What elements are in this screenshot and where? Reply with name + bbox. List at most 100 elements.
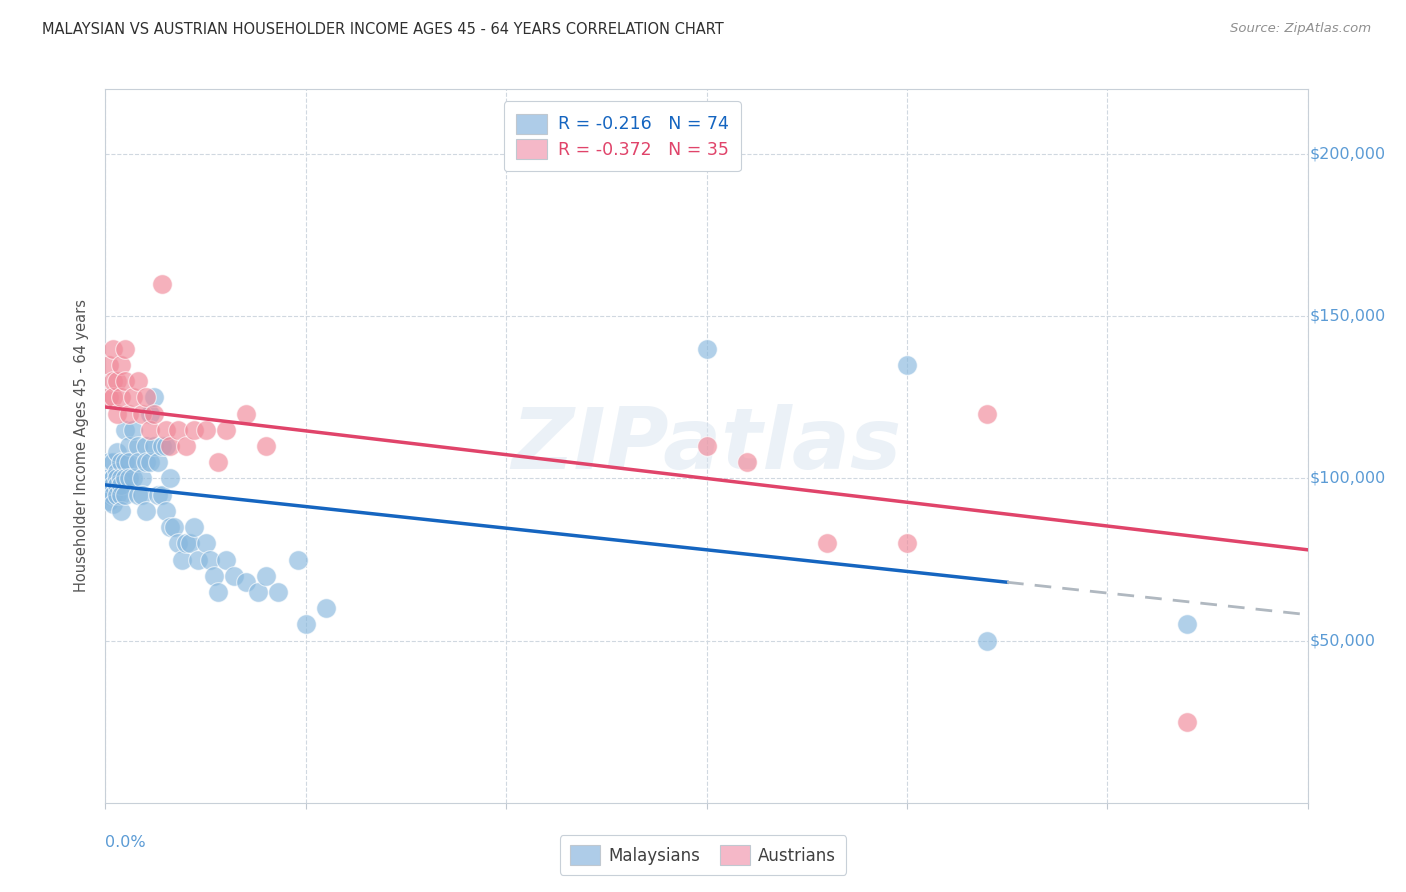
Point: [114, 423, 136, 437]
Y-axis label: Householder Income Ages 45 - 64 years: Householder Income Ages 45 - 64 years: [75, 300, 90, 592]
Point: [118, 407, 141, 421]
Point: [122, 390, 145, 404]
Point: [146, 488, 169, 502]
Point: [103, 455, 125, 469]
Point: [166, 423, 188, 437]
Point: [118, 471, 141, 485]
Point: [194, 536, 217, 550]
Point: [107, 488, 129, 502]
Point: [235, 575, 257, 590]
Point: [142, 439, 165, 453]
Point: [127, 374, 149, 388]
Point: [214, 423, 236, 437]
Text: $50,000: $50,000: [1310, 633, 1376, 648]
Point: [114, 455, 136, 469]
Point: [159, 439, 181, 453]
Point: [110, 488, 132, 502]
Point: [114, 374, 136, 388]
Point: [267, 585, 290, 599]
Point: [107, 478, 129, 492]
Point: [179, 536, 201, 550]
Point: [127, 488, 149, 502]
Point: [98, 488, 121, 502]
Point: [198, 552, 221, 566]
Point: [222, 568, 245, 582]
Point: [150, 439, 173, 453]
Point: [155, 439, 177, 453]
Point: [159, 471, 181, 485]
Point: [103, 471, 125, 485]
Point: [976, 633, 998, 648]
Point: [131, 407, 153, 421]
Point: [696, 342, 718, 356]
Point: [135, 439, 157, 453]
Point: [214, 552, 236, 566]
Point: [1177, 714, 1199, 729]
Point: [155, 423, 177, 437]
Point: [202, 568, 225, 582]
Point: [254, 568, 277, 582]
Text: $150,000: $150,000: [1310, 309, 1386, 324]
Point: [114, 488, 136, 502]
Point: [315, 601, 337, 615]
Point: [114, 471, 136, 485]
Point: [131, 471, 153, 485]
Point: [110, 471, 132, 485]
Point: [159, 520, 181, 534]
Point: [98, 390, 121, 404]
Point: [110, 455, 132, 469]
Text: MALAYSIAN VS AUSTRIAN HOUSEHOLDER INCOME AGES 45 - 64 YEARS CORRELATION CHART: MALAYSIAN VS AUSTRIAN HOUSEHOLDER INCOME…: [42, 22, 724, 37]
Point: [235, 407, 257, 421]
Point: [976, 407, 998, 421]
Point: [118, 455, 141, 469]
Point: [110, 504, 132, 518]
Point: [815, 536, 838, 550]
Point: [142, 390, 165, 404]
Point: [103, 471, 125, 485]
Point: [146, 455, 169, 469]
Point: [138, 407, 160, 421]
Point: [207, 585, 229, 599]
Point: [110, 358, 132, 372]
Point: [107, 465, 129, 479]
Point: [110, 478, 132, 492]
Point: [107, 445, 129, 459]
Point: [166, 536, 188, 550]
Point: [150, 488, 173, 502]
Point: [155, 504, 177, 518]
Point: [183, 423, 205, 437]
Point: [295, 617, 318, 632]
Point: [207, 455, 229, 469]
Point: [103, 478, 125, 492]
Text: $200,000: $200,000: [1310, 146, 1386, 161]
Point: [138, 423, 160, 437]
Point: [138, 455, 160, 469]
Point: [107, 471, 129, 485]
Point: [194, 423, 217, 437]
Point: [118, 439, 141, 453]
Point: [110, 390, 132, 404]
Text: 0.0%: 0.0%: [105, 835, 146, 850]
Legend: Malaysians, Austrians: Malaysians, Austrians: [560, 836, 846, 875]
Point: [131, 488, 153, 502]
Point: [114, 342, 136, 356]
Point: [135, 455, 157, 469]
Point: [103, 374, 125, 388]
Point: [98, 478, 121, 492]
Point: [135, 390, 157, 404]
Point: [183, 520, 205, 534]
Point: [98, 358, 121, 372]
Point: [122, 471, 145, 485]
Point: [98, 494, 121, 508]
Legend: R = -0.216   N = 74, R = -0.372   N = 35: R = -0.216 N = 74, R = -0.372 N = 35: [503, 102, 741, 171]
Text: ZIPatlas: ZIPatlas: [512, 404, 901, 488]
Point: [735, 455, 758, 469]
Text: Source: ZipAtlas.com: Source: ZipAtlas.com: [1230, 22, 1371, 36]
Point: [162, 520, 184, 534]
Point: [103, 390, 125, 404]
Point: [187, 552, 209, 566]
Point: [1177, 617, 1199, 632]
Point: [135, 504, 157, 518]
Point: [696, 439, 718, 453]
Point: [174, 439, 197, 453]
